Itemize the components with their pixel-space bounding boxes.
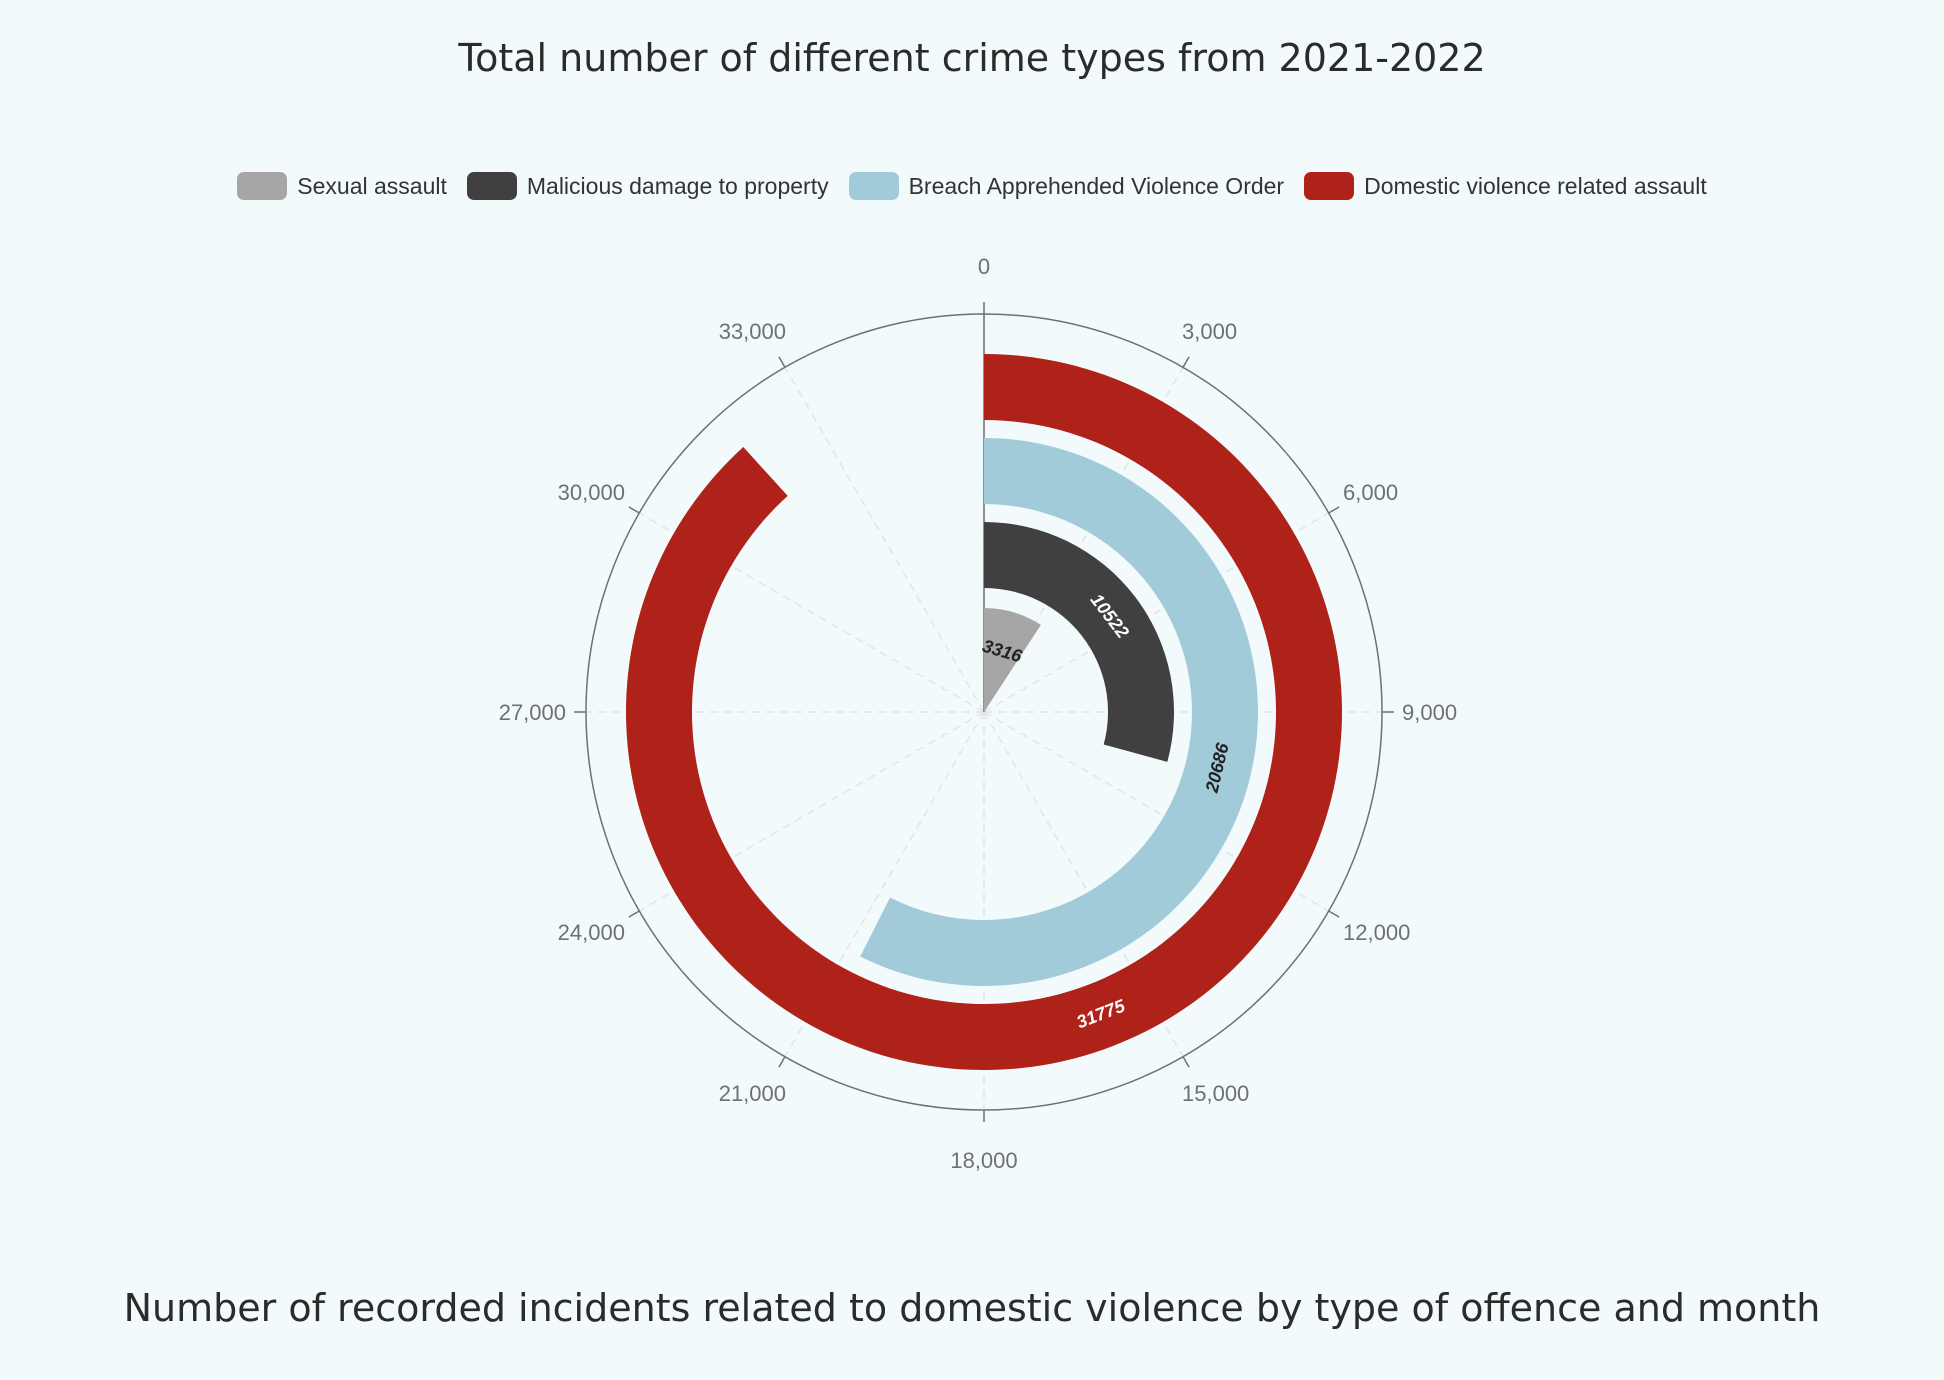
angle-axis-tick-label: 15,000 xyxy=(1182,1081,1249,1106)
axis-tick xyxy=(778,1056,786,1068)
split-line xyxy=(983,366,1184,713)
legend-swatch-sexual-assault xyxy=(237,172,288,200)
split-line xyxy=(784,366,985,713)
split-line xyxy=(784,711,985,1058)
split-line xyxy=(983,711,1330,912)
axis-tick xyxy=(1328,910,1340,918)
axis-tick xyxy=(778,356,786,368)
axis-tick xyxy=(1182,1056,1190,1068)
legend-label-breach-avo: Breach Apprehended Violence Order xyxy=(908,172,1285,199)
legend-item-breach-avo[interactable]: Breach Apprehended Violence Order xyxy=(848,172,1285,200)
angle-axis-tick-label: 21,000 xyxy=(719,1081,786,1106)
chart-title: Total number of different crime types fr… xyxy=(458,36,1486,80)
legend: Sexual assault Malicious damage to prope… xyxy=(0,172,1944,200)
angle-axis-tick-label: 18,000 xyxy=(950,1148,1017,1173)
legend-swatch-malicious-damage xyxy=(466,172,517,200)
split-line xyxy=(638,711,985,912)
axis-tick xyxy=(1328,506,1340,514)
angle-axis-tick-label: 33,000 xyxy=(719,319,786,344)
angle-axis-tick-label: 24,000 xyxy=(558,920,625,945)
split-line xyxy=(983,512,1330,713)
bar-sexual-assault xyxy=(984,608,1041,712)
legend-label-sexual-assault: Sexual assault xyxy=(297,172,447,199)
legend-item-sexual-assault[interactable]: Sexual assault xyxy=(237,172,447,200)
angle-axis-tick-label: 9,000 xyxy=(1402,700,1457,725)
legend-swatch-dv-assault xyxy=(1304,172,1355,200)
angle-axis-tick-label: 3,000 xyxy=(1182,319,1237,344)
legend-item-malicious-damage[interactable]: Malicious damage to property xyxy=(466,172,829,200)
legend-label-malicious-damage: Malicious damage to property xyxy=(526,172,829,199)
split-line xyxy=(638,512,985,713)
angle-axis-tick-label: 6,000 xyxy=(1343,480,1398,505)
angle-axis-tick-label: 27,000 xyxy=(499,700,566,725)
bar-malicious-damage xyxy=(984,522,1174,762)
legend-swatch-breach-avo xyxy=(848,172,899,200)
angle-axis-tick-label: 0 xyxy=(978,254,990,279)
chart-subtitle: Number of recorded incidents related to … xyxy=(123,1286,1821,1330)
bar-breach-avo xyxy=(860,438,1259,986)
angle-axis-tick-label: 12,000 xyxy=(1343,920,1410,945)
split-line xyxy=(983,711,1184,1058)
axis-tick xyxy=(628,910,640,918)
angle-axis-tick-label: 30,000 xyxy=(558,480,625,505)
axis-tick xyxy=(1182,356,1190,368)
axis-tick xyxy=(628,506,640,514)
legend-item-dv-assault[interactable]: Domestic violence related assault xyxy=(1304,172,1707,200)
legend-label-dv-assault: Domestic violence related assault xyxy=(1364,172,1707,199)
